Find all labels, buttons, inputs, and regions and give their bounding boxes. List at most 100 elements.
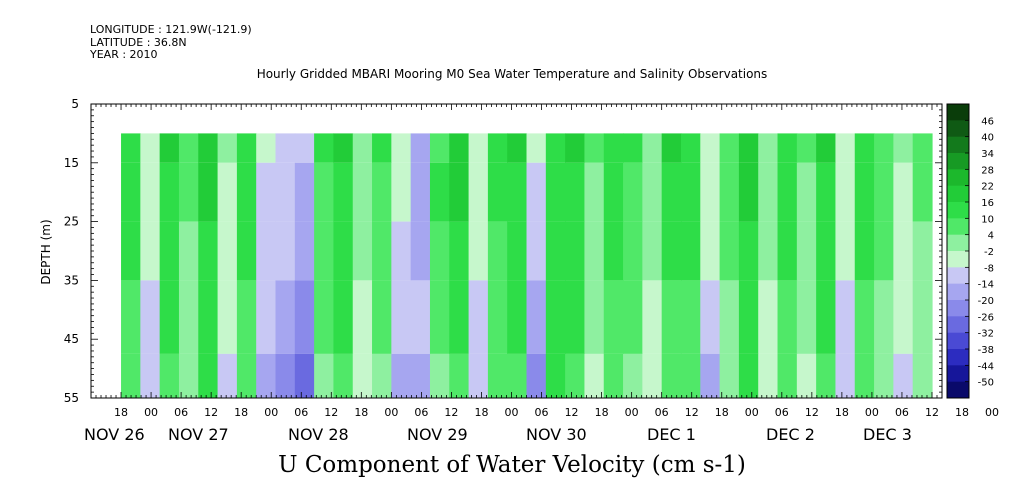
heatmap-cell <box>372 280 392 354</box>
x-hour-tick-label: 18 <box>474 406 488 419</box>
heatmap-cell <box>623 221 643 281</box>
heatmap-cell <box>854 133 875 163</box>
heatmap-cell <box>642 353 663 398</box>
heatmap-cell <box>449 162 470 222</box>
x-hour-tick-label: 12 <box>444 406 458 419</box>
heatmap-cell <box>140 133 161 163</box>
heatmap-cell <box>719 133 740 163</box>
colorbar-swatch <box>947 267 969 285</box>
heatmap-cell <box>236 280 257 354</box>
colorbar-swatch <box>947 234 969 252</box>
heatmap-cell <box>719 353 740 398</box>
heatmap-cell <box>410 353 431 398</box>
heatmap-cell <box>835 162 856 222</box>
heatmap-cell <box>468 162 489 222</box>
heatmap-cell <box>159 221 180 281</box>
heatmap-cell <box>738 280 759 354</box>
heatmap-cell <box>700 280 721 354</box>
heatmap-cell <box>835 353 856 398</box>
x-hour-tick-label: 06 <box>775 406 789 419</box>
heatmap-cell <box>275 280 296 354</box>
heatmap-cell <box>410 162 431 222</box>
y-tick-label: 15 <box>64 156 79 170</box>
year-label: YEAR : 2010 <box>90 48 158 61</box>
heatmap-cell <box>410 221 431 281</box>
heatmap-cell <box>661 353 682 398</box>
heatmap-cell <box>796 162 817 222</box>
heatmap-cell <box>816 221 837 281</box>
x-hour-tick-label: 00 <box>745 406 759 419</box>
heatmap-cell <box>294 353 315 398</box>
heatmap-cell <box>874 280 894 354</box>
colorbar-label: 46 <box>981 116 994 127</box>
heatmap-cell <box>545 162 566 222</box>
heatmap-cell <box>777 353 798 398</box>
colorbar-swatch <box>947 153 969 170</box>
heatmap-cell <box>391 353 412 398</box>
heatmap-cell <box>352 353 373 398</box>
y-tick-label: 25 <box>64 215 79 229</box>
heatmap-cell <box>661 162 682 222</box>
heatmap-cell <box>893 221 914 281</box>
heatmap-cell <box>198 162 219 222</box>
heatmap-cell <box>526 353 547 398</box>
heatmap-cell <box>391 133 412 163</box>
heatmap-cell <box>758 162 779 222</box>
x-hour-tick-label: 12 <box>324 406 338 419</box>
colorbar-swatch <box>947 185 969 203</box>
heatmap-cell <box>545 221 566 281</box>
colorbar-label: 28 <box>981 165 994 176</box>
heatmap-cell <box>700 221 721 281</box>
heatmap-cell <box>159 280 180 354</box>
colorbar-label: -20 <box>978 296 994 307</box>
x-hour-tick-label: 18 <box>715 406 729 419</box>
heatmap-cell <box>526 280 547 354</box>
heatmap-cell <box>178 353 199 398</box>
heatmap-cell <box>758 133 779 163</box>
heatmap-cell <box>333 162 354 222</box>
heatmap-cell <box>159 353 180 398</box>
heatmap-cell <box>854 280 875 354</box>
colorbar-swatch <box>947 316 969 334</box>
x-hour-tick-label: 12 <box>925 406 939 419</box>
colorbar-swatch <box>947 104 969 121</box>
heatmap-cell <box>410 133 431 163</box>
heatmap-cell <box>507 133 528 163</box>
heatmap-cell <box>159 162 180 222</box>
heatmap-cell <box>719 221 740 281</box>
heatmap-cell <box>816 280 837 354</box>
heatmap-cell <box>217 221 238 281</box>
heatmap-cell <box>333 133 354 163</box>
x-hour-tick-label: 06 <box>655 406 669 419</box>
heatmap-cell <box>429 133 450 163</box>
heatmap-cell <box>642 221 663 281</box>
x-hour-tick-label: 00 <box>384 406 398 419</box>
heatmap-cell <box>449 221 470 281</box>
colorbar-label: 34 <box>981 149 994 160</box>
heatmap-cell <box>912 353 933 398</box>
heatmap-cell <box>140 221 161 281</box>
heatmap-cell <box>468 221 489 281</box>
colorbar-swatch <box>947 251 969 268</box>
heatmap-cell <box>545 353 566 398</box>
heatmap-cell <box>777 221 798 281</box>
heatmap-cell <box>642 280 663 354</box>
colorbar-label: -32 <box>978 329 994 340</box>
heatmap-cell <box>178 162 199 222</box>
colorbar-label: -26 <box>978 312 994 323</box>
heatmap-cell <box>333 353 354 398</box>
x-hour-tick-label: 06 <box>895 406 909 419</box>
heatmap-cell <box>507 353 528 398</box>
heatmap-cell <box>236 162 257 222</box>
heatmap-cell <box>275 221 296 281</box>
heatmap-cell <box>719 162 740 222</box>
colorbar-swatch <box>947 381 969 399</box>
x-hour-tick-label: 00 <box>144 406 158 419</box>
x-hour-tick-label: 18 <box>835 406 849 419</box>
heatmap-cell <box>584 133 605 163</box>
heatmap-cell <box>410 280 431 354</box>
heatmap-cell <box>372 162 392 222</box>
heatmap-cell <box>565 221 586 281</box>
x-hour-tick-label: 12 <box>204 406 218 419</box>
heatmap-cell <box>623 353 643 398</box>
